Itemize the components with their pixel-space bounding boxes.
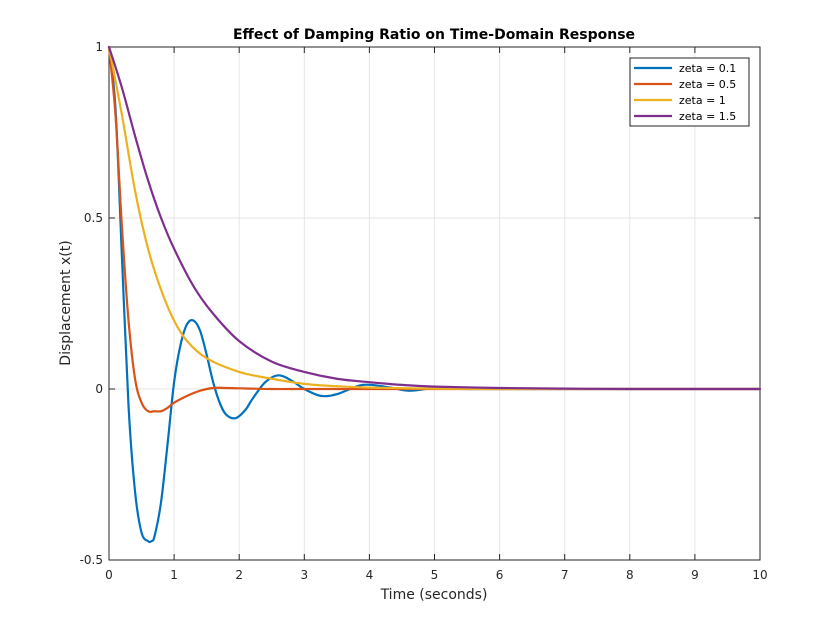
y-tick-label: 0: [95, 382, 103, 396]
x-tick-labels: 0 1 2 3 4 5 6 7 8 9 10: [105, 568, 767, 582]
y-tick-label: -0.5: [80, 553, 103, 567]
series-line-4: [107, 45, 762, 391]
y-tick-label: 1: [95, 40, 103, 54]
series-line-2: [107, 45, 762, 413]
x-tick-label: 3: [300, 568, 308, 582]
x-tick-label: 5: [431, 568, 439, 582]
legend-entry-3: zeta = 1: [679, 94, 726, 107]
x-tick-label: 10: [752, 568, 767, 582]
x-tick-label: 6: [496, 568, 504, 582]
x-tick-label: 1: [170, 568, 178, 582]
legend-entry-2: zeta = 0.5: [679, 78, 736, 91]
x-tick-label: 2: [235, 568, 243, 582]
legend: zeta = 0.1 zeta = 0.5 zeta = 1 zeta = 1.5: [629, 57, 750, 127]
y-tick-labels: -0.5 0 0.5 1: [80, 40, 103, 567]
legend-entry-1: zeta = 0.1: [679, 62, 736, 75]
x-axis-label: Time (seconds): [380, 587, 488, 603]
y-tick-label: 0.5: [84, 211, 103, 225]
y-axis-label: Displacement x(t): [58, 240, 74, 365]
x-tick-label: 7: [561, 568, 569, 582]
x-tick-label: 9: [691, 568, 699, 582]
x-tick-label: 4: [366, 568, 374, 582]
series-lines: [107, 45, 762, 544]
series-line-1: [107, 45, 762, 544]
x-tick-label: 8: [626, 568, 634, 582]
legend-entry-4: zeta = 1.5: [679, 110, 736, 123]
x-tick-label: 0: [105, 568, 113, 582]
chart-title: Effect of Damping Ratio on Time-Domain R…: [233, 27, 635, 43]
legend-box: [629, 57, 750, 127]
